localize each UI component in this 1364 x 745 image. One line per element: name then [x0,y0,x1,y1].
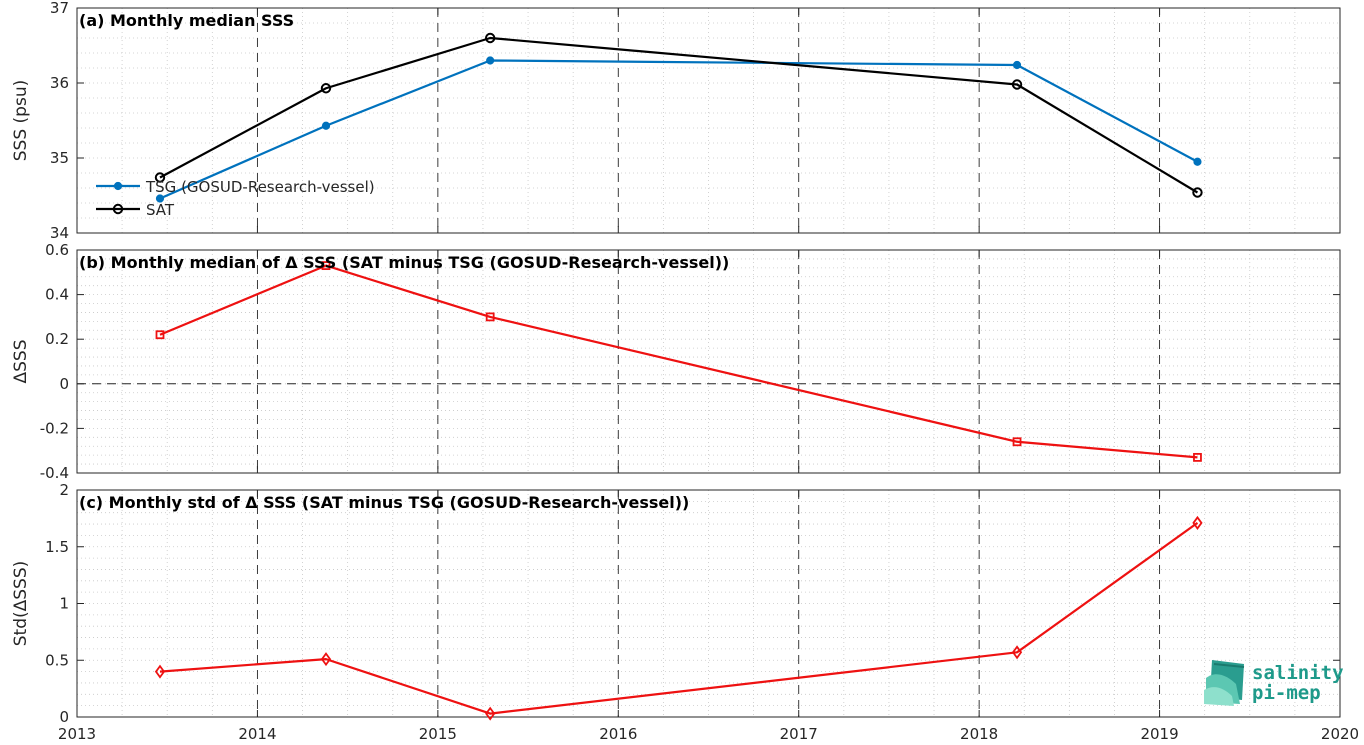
data-point [1193,157,1202,166]
salinity-pi-mep-logo: salinity pi-mep [1204,660,1344,706]
logo-line-1: salinity [1252,662,1344,684]
series-delta [155,261,1202,462]
x-tick-label: 2018 [960,725,998,743]
legend: TSG (GOSUD-Research-vessel) SAT [96,178,375,219]
data-point [485,706,496,721]
y-tick-label: 35 [50,149,69,167]
data-point [154,172,166,183]
panel-a: 34 35 36 37 SSS (psu) TSG (GOSUD-Research-ves… [11,0,1341,242]
legend-entry: TSG (GOSUD-Research-vessel) [145,178,375,196]
data-point [486,56,495,65]
minor-grid [77,7,1340,234]
legend-entry: SAT [146,201,175,219]
x-tick-label: 2015 [419,725,457,743]
panel-b: -0.4 -0.2 0 0.2 0.4 0.6 ΔSSS (b) Monthly median… [11,241,1341,482]
data-point [321,261,331,271]
panel-c: 0 0.5 1 1.5 2 2013 2014 2015 2016 2017 2018 2019 202… [11,481,1359,743]
y-tick-label: 0.6 [45,241,69,259]
data-point [485,312,495,322]
data-point [1011,645,1023,660]
y-tick-label: 0 [59,375,69,393]
data-point [320,83,332,94]
data-point [155,330,165,340]
data-point [1011,79,1023,90]
y-axis-label: SSS (psu) [11,80,31,161]
y-tick-label: -0.2 [40,419,69,437]
y-tick-label: 1.5 [45,538,69,556]
minor-grid [77,249,1340,474]
series-line [159,36,1199,194]
y-tick-label: 37 [50,0,69,17]
y-axis-label: ΔSSS [11,339,31,383]
data-point [484,32,496,44]
y-tick-label: 34 [50,224,69,242]
series-delta [154,515,1203,721]
axes-box [76,7,1341,234]
x-tick-label: 2019 [1140,725,1178,743]
x-tick-label: 2020 [1321,725,1359,743]
y-tick-label: 0 [59,708,69,726]
y-tick-label: 0.2 [45,330,69,348]
panel-title: (b) Monthly median of Δ SSS (SAT minus T… [79,253,729,272]
data-point [155,194,165,203]
x-tick-label: 2017 [780,725,818,743]
data-point [1192,187,1203,198]
y-tick-label: 0.4 [45,286,69,304]
series-tsg [155,56,1202,203]
data-point [1192,515,1203,530]
data-point [320,652,332,667]
axes-box [76,249,1341,474]
x-tick-label: 2016 [599,725,637,743]
wave-logo-icon [1204,660,1245,706]
data-point [1012,437,1022,447]
minor-grid [77,489,1340,718]
x-tick-label: 2014 [238,725,276,743]
legend-marker [113,181,123,191]
series-sat [154,32,1203,198]
y-tick-label: -0.4 [40,464,69,482]
logo-line-2: pi-mep [1252,682,1321,704]
series-line [159,522,1199,715]
y-tick-label: 2 [59,481,69,499]
series-line [159,264,1198,459]
data-point [1012,60,1022,70]
y-tick-label: 1 [59,595,69,613]
y-axis-label: Std(ΔSSS) [11,561,31,647]
x-tick-label: 2013 [58,725,96,743]
legend-marker [112,203,124,215]
panel-title: (a) Monthly median SSS [79,11,294,30]
y-tick-label: 0.5 [45,651,69,669]
data-point [154,664,166,679]
y-tick-label: 36 [50,74,69,92]
data-point [321,121,331,130]
panel-title: (c) Monthly std of Δ SSS (SAT minus TSG … [79,493,689,512]
data-point [1193,452,1202,462]
